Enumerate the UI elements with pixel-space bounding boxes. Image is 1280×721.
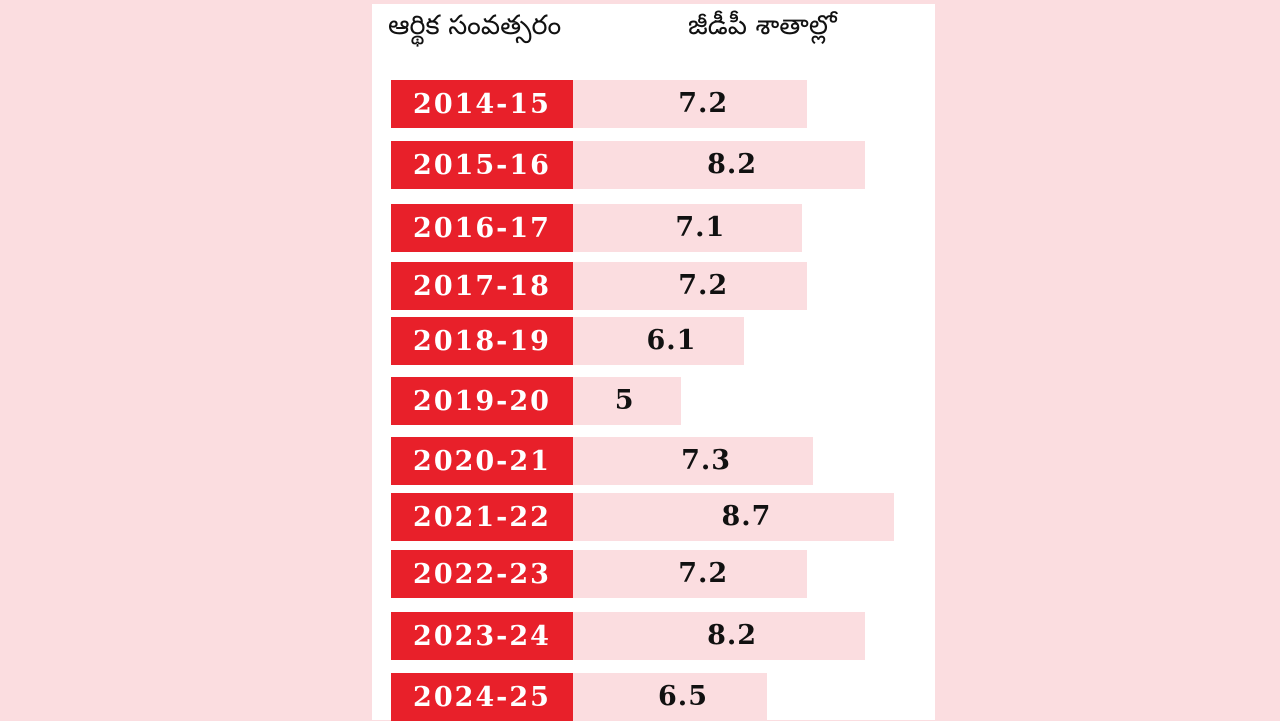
value-label: 6.1 bbox=[646, 325, 697, 356]
value-label: 7.2 bbox=[678, 88, 729, 119]
value-label: 8.7 bbox=[721, 501, 772, 532]
bar-row: 2024-25 6.5 bbox=[372, 673, 935, 721]
bar-row: 2021-22 8.7 bbox=[372, 493, 935, 541]
bar-row: 2023-24 8.2 bbox=[372, 612, 935, 660]
bar-row: 2016-17 7.1 bbox=[372, 204, 935, 252]
year-label: 2015-16 bbox=[391, 141, 573, 189]
bar-row: 2018-19 6.1 bbox=[372, 317, 935, 365]
value-label: 7.3 bbox=[681, 445, 732, 476]
year-label: 2020-21 bbox=[391, 437, 573, 485]
value-label: 8.2 bbox=[707, 149, 758, 180]
bar-row: 2020-21 7.3 bbox=[372, 437, 935, 485]
value-label: 7.2 bbox=[678, 558, 729, 589]
value-label: 5 bbox=[614, 385, 635, 416]
value-label: 8.2 bbox=[707, 620, 758, 651]
bar-row: 2017-18 7.2 bbox=[372, 262, 935, 310]
chart-panel: ఆర్థిక సంవత్సరం జీడీపీ శాతాల్లో 2014-15 7… bbox=[372, 4, 935, 721]
year-label: 2019-20 bbox=[391, 377, 573, 425]
year-label: 2022-23 bbox=[391, 550, 573, 598]
bar-row: 2022-23 7.2 bbox=[372, 550, 935, 598]
gdp-column-header: జీడీపీ శాతాల్లో bbox=[688, 10, 837, 41]
bar-row: 2019-20 5 bbox=[372, 377, 935, 425]
year-label: 2014-15 bbox=[391, 80, 573, 128]
year-label: 2021-22 bbox=[391, 493, 573, 541]
value-label: 7.1 bbox=[675, 212, 726, 243]
value-label: 6.5 bbox=[658, 681, 708, 712]
bar-row: 2014-15 7.2 bbox=[372, 80, 935, 128]
year-label: 2024-25 bbox=[391, 673, 573, 721]
year-label: 2023-24 bbox=[391, 612, 573, 660]
year-label: 2016-17 bbox=[391, 204, 573, 252]
value-label: 7.2 bbox=[678, 270, 729, 301]
year-label: 2018-19 bbox=[391, 317, 573, 365]
bar-row: 2015-16 8.2 bbox=[372, 141, 935, 189]
year-column-header: ఆర్థిక సంవత్సరం bbox=[388, 10, 562, 41]
year-label: 2017-18 bbox=[391, 262, 573, 310]
